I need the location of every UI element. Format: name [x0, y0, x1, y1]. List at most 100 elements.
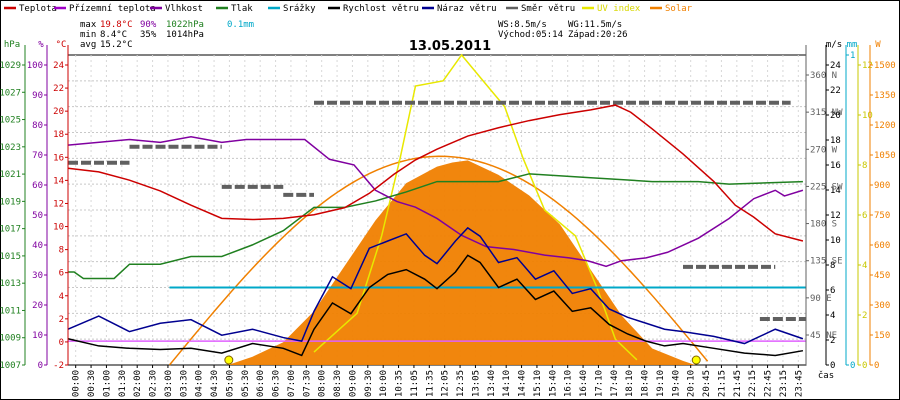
- percent-axis-tick-label: 40: [32, 241, 43, 251]
- percent-axis-tick-label: 20: [32, 301, 43, 311]
- ms-axis-tick-label: 14: [830, 186, 841, 196]
- time-tick-label: 12:05: [441, 370, 451, 397]
- legend-label: Teplota: [19, 4, 57, 14]
- stat-min-press: 1014hPa: [166, 30, 204, 40]
- hpa-axis-tick-label: 1007: [0, 361, 21, 371]
- wind-speed-max: WS:8.5m/s: [498, 20, 547, 30]
- legend-item: Rychlost větru: [328, 4, 419, 14]
- legend-label: Srážky: [283, 4, 316, 14]
- watt-axis-tick-label: 450: [874, 271, 890, 281]
- celsius-axis-unit: °C: [56, 40, 67, 50]
- uv-axis-tick-label: 10: [862, 111, 873, 121]
- celsius-axis-tick-label: -2: [53, 361, 64, 371]
- time-tick-label: 07:30: [302, 370, 312, 397]
- hpa-axis-tick-label: 1027: [0, 88, 21, 98]
- celsius-axis-tick-label: 4: [59, 292, 64, 302]
- direction-axis-tick-label: 225 SW: [810, 182, 843, 192]
- time-tick-label: 02:00: [133, 370, 143, 397]
- hpa-axis-tick-label: 1017: [0, 225, 21, 235]
- watt-axis: 0 150 300 450 600 750 900 1050 1200 1350 1500 W: [869, 40, 896, 371]
- time-tick-label: 02:30: [149, 370, 159, 397]
- hpa-axis-tick-label: 1021: [0, 170, 21, 180]
- hpa-axis-tick-label: 1013: [0, 279, 21, 289]
- wind-gust-series: [67, 226, 804, 345]
- percent-axis-tick-label: 100: [27, 61, 43, 71]
- sunset: Západ:20:26: [568, 30, 628, 40]
- celsius-axis-tick-label: 22: [53, 84, 64, 94]
- uv-axis-tick-label: 2: [862, 311, 867, 321]
- ms-axis-unit: m/s: [826, 40, 842, 50]
- watt-axis-tick-label: 0: [874, 361, 879, 371]
- legend-item: Teplota: [4, 4, 57, 14]
- legend-label: UV index: [597, 4, 641, 14]
- direction-axis-tick-label: 180 S: [810, 220, 837, 230]
- watt-axis-tick-label: 150: [874, 331, 890, 341]
- time-tick-label: 20:45: [702, 370, 712, 397]
- ms-axis-tick-label: 6: [830, 286, 835, 296]
- ms-axis-tick-label: 18: [830, 136, 841, 146]
- direction-axis-tick-label: 270 W: [810, 145, 838, 155]
- legend-label: Přízemní teplota: [69, 4, 156, 14]
- watt-axis-tick-label: 1050: [874, 151, 896, 161]
- celsius-axis-tick-label: 12: [53, 199, 64, 209]
- direction-axis-tick-label: 45 NE: [810, 331, 837, 341]
- time-tick-label: 11:05: [410, 370, 420, 397]
- time-tick-label: 17:40: [610, 370, 620, 397]
- time-tick-label: 17:10: [594, 370, 604, 397]
- ms-axis-tick-label: 12: [830, 211, 841, 221]
- uv-axis-tick-label: 8: [862, 161, 867, 171]
- legend-label: Náraz větru: [437, 4, 497, 14]
- direction-axis-tick-label: 90 E: [810, 294, 832, 304]
- ms-axis-tick-label: 16: [830, 161, 841, 171]
- legend-label: Solar: [665, 4, 693, 14]
- watt-axis-tick-label: 900: [874, 181, 890, 191]
- time-tick-label: 06:00: [256, 370, 266, 397]
- mm-axis-tick-label: 0: [850, 361, 855, 371]
- uv-axis-tick-label: 12: [862, 61, 873, 71]
- hpa-axis-tick-label: 1029: [0, 61, 21, 71]
- time-tick-label: 07:00: [287, 370, 297, 397]
- hpa-axis-tick-label: 1009: [0, 334, 21, 344]
- celsius-axis-tick-label: 14: [53, 176, 64, 186]
- watt-axis-tick-label: 600: [874, 241, 890, 251]
- sunrise-marker: [224, 355, 234, 365]
- time-tick-label: 12:35: [456, 370, 466, 397]
- stat-min-label: min: [80, 30, 96, 40]
- direction-axis-tick-label: 315 NW: [810, 108, 843, 118]
- time-tick-label: 13:05: [471, 370, 481, 397]
- percent-axis-tick-label: 10: [32, 331, 43, 341]
- time-tick-label: 03:30: [179, 370, 189, 397]
- watt-axis-tick-label: 1500: [874, 61, 896, 71]
- legend-item: Srážky: [268, 4, 316, 14]
- percent-axis-tick-label: 90: [32, 91, 43, 101]
- celsius-axis-tick-label: 0: [59, 338, 64, 348]
- legend-item: Vlhkost: [150, 4, 203, 14]
- time-axis: 00:00 00:30 01:00 01:30 02:00 02:30 03:00 03:30…: [72, 365, 834, 397]
- time-tick-label: 05:00: [225, 370, 235, 397]
- celsius-axis-tick-label: 18: [53, 130, 64, 140]
- temperature-series: [67, 104, 804, 242]
- time-tick-label: 11:35: [425, 370, 435, 397]
- plot-area: [67, 53, 807, 366]
- celsius-axis-tick-label: 10: [53, 223, 64, 233]
- percent-axis-tick-label: 70: [32, 151, 43, 161]
- legend-item: Přízemní teplota: [54, 4, 156, 14]
- watt-axis-unit: W: [875, 40, 881, 50]
- stat-max-rain: 0.1mm: [227, 20, 254, 30]
- percent-axis-tick-label: 50: [32, 211, 43, 221]
- time-tick-label: 23:45: [794, 370, 804, 397]
- time-tick-label: 15:10: [533, 370, 543, 397]
- legend-item: Náraz větru: [422, 4, 497, 14]
- time-tick-label: 13:40: [487, 370, 497, 397]
- time-tick-label: 14:40: [518, 370, 528, 397]
- mm-axis: 0 1mm: [845, 40, 857, 371]
- time-tick-label: 09:30: [364, 370, 374, 397]
- hpa-axis-tick-label: 1011: [0, 306, 21, 316]
- celsius-axis-tick-label: 16: [53, 153, 64, 163]
- watt-axis-tick-label: 750: [874, 211, 890, 221]
- stat-avg-temp: 15.2°C: [100, 40, 133, 50]
- uv-axis-tick-label: 0: [862, 361, 867, 371]
- time-tick-label: 10:00: [379, 370, 389, 397]
